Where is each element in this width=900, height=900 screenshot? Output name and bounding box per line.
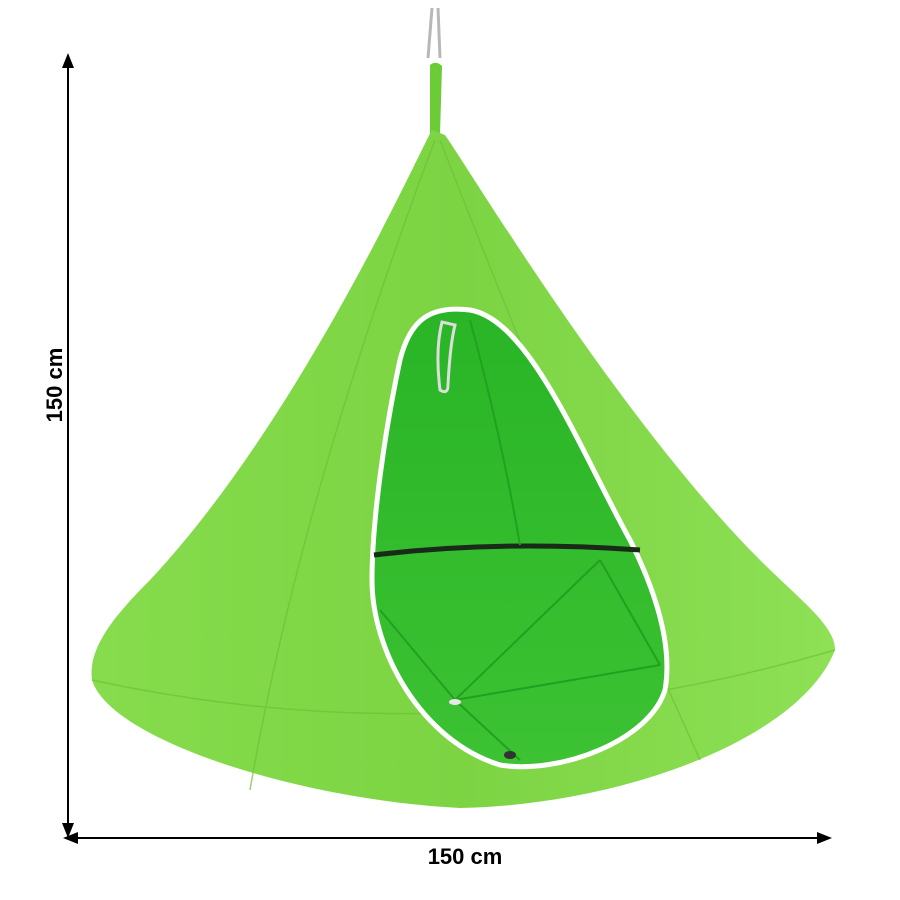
height-arrow: [62, 53, 74, 838]
width-arrow: [63, 832, 832, 844]
tent-inner-details: [373, 319, 661, 761]
width-dimension-label: 150 cm: [427, 844, 503, 869]
height-dimension-label: 150 cm: [42, 347, 67, 423]
hanging-hook: [426, 7, 442, 135]
